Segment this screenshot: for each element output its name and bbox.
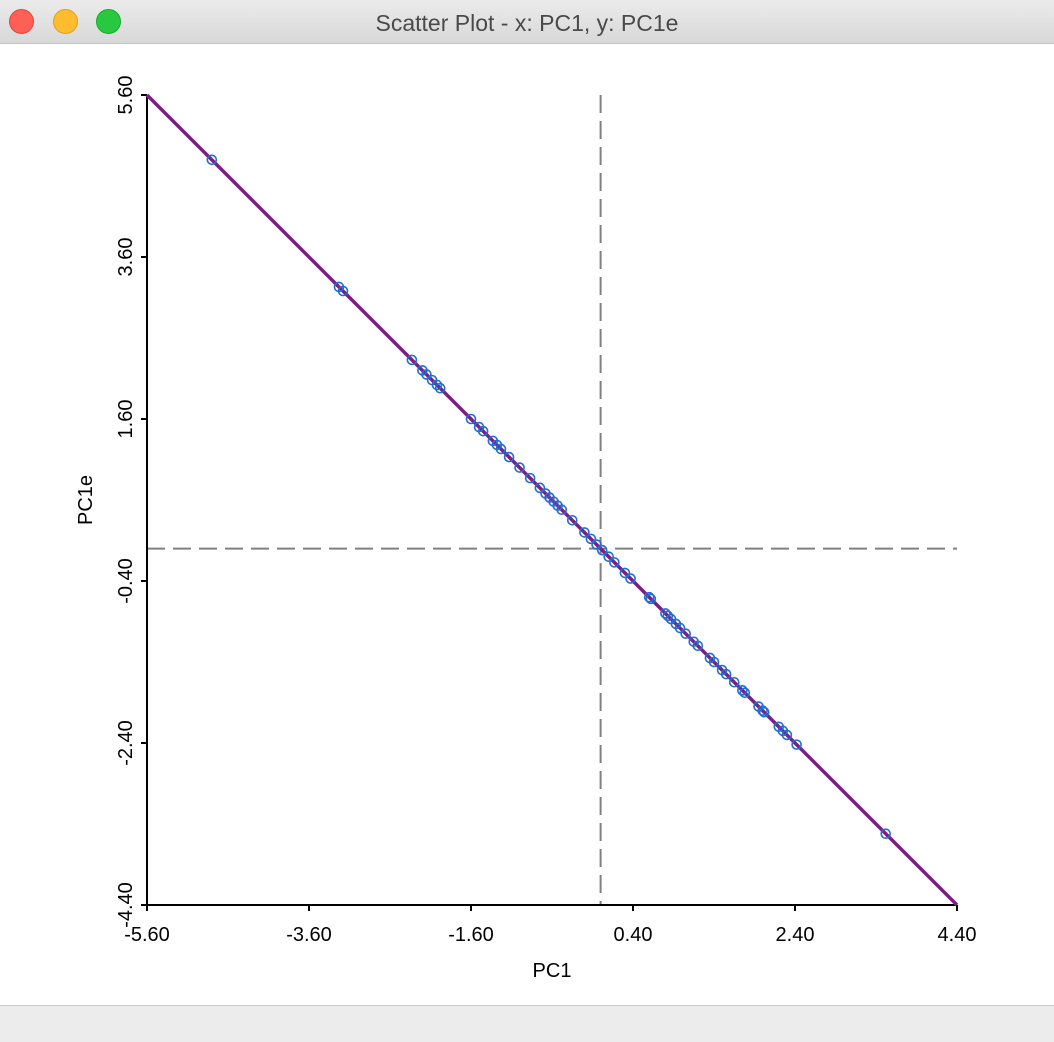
y-tick-label: -2.40: [115, 720, 137, 766]
x-tick-label: 4.40: [938, 924, 977, 946]
scatter-point[interactable]: [477, 425, 489, 437]
scatter-point[interactable]: [495, 443, 507, 455]
x-tick-label: -3.60: [286, 924, 332, 946]
scatter-point[interactable]: [603, 551, 615, 563]
close-window-button[interactable]: [9, 9, 34, 34]
scatter-point[interactable]: [880, 828, 892, 840]
scatter-point[interactable]: [739, 687, 751, 699]
y-axis-label: PC1e: [75, 475, 97, 525]
title-bar[interactable]: Scatter Plot - x: PC1, y: PC1e: [0, 0, 1054, 44]
minimize-window-button[interactable]: [53, 9, 78, 34]
scatter-point[interactable]: [596, 544, 608, 556]
scatter-point[interactable]: [757, 705, 768, 716]
scatter-point[interactable]: [781, 729, 793, 741]
scatter-point[interactable]: [591, 539, 602, 550]
x-tick-label: -1.60: [448, 924, 494, 946]
y-tick-label: 1.60: [115, 400, 137, 439]
scatter-point[interactable]: [503, 451, 515, 463]
scatter-point[interactable]: [406, 354, 418, 366]
scatter-point[interactable]: [609, 557, 620, 568]
scatter-point[interactable]: [692, 640, 704, 652]
scatter-point[interactable]: [758, 706, 770, 718]
scatter-point[interactable]: [465, 413, 477, 425]
scatter-point[interactable]: [556, 504, 568, 516]
x-axis-label: PC1: [533, 960, 572, 982]
y-tick-label: -4.40: [115, 882, 137, 928]
scatter-point[interactable]: [421, 369, 432, 380]
scatter-point[interactable]: [674, 622, 686, 634]
scatter-point[interactable]: [643, 591, 655, 603]
y-tick-label: -0.40: [115, 558, 137, 604]
scatter-point[interactable]: [534, 482, 546, 494]
x-tick-label: 0.40: [614, 924, 653, 946]
scatter-point[interactable]: [619, 567, 631, 579]
scatter-point[interactable]: [660, 608, 671, 619]
scatter-point[interactable]: [566, 514, 578, 526]
scatter-point[interactable]: [514, 462, 525, 473]
scatter-point[interactable]: [645, 593, 657, 605]
scatter-point[interactable]: [206, 154, 218, 166]
scatter-point[interactable]: [625, 573, 636, 584]
scatter-point[interactable]: [791, 739, 802, 750]
scatter-point[interactable]: [708, 656, 720, 668]
scatter-point[interactable]: [524, 472, 536, 484]
plot-area[interactable]: -5.60 -3.60 -1.60 0.40 2.40 4.40 -4.40 -2.40 -0.…: [0, 45, 1054, 1005]
x-tick-label: 2.40: [776, 924, 815, 946]
scatter-point[interactable]: [431, 379, 443, 391]
zoom-window-button[interactable]: [96, 9, 121, 34]
window-title: Scatter Plot - x: PC1, y: PC1e: [375, 10, 679, 36]
scatter-point[interactable]: [728, 676, 740, 688]
scatter-point[interactable]: [720, 668, 732, 680]
y-tick-label: 3.60: [115, 238, 137, 277]
regression-line: [145, 93, 959, 907]
scatter-chart[interactable]: -5.60 -3.60 -1.60 0.40 2.40 4.40 -4.40 -2.40 -0.…: [0, 45, 1054, 1005]
scatter-point[interactable]: [337, 285, 349, 297]
status-bar: [0, 1005, 1054, 1042]
scatter-point[interactable]: [434, 382, 446, 394]
scatter-point[interactable]: [579, 527, 590, 538]
scatter-point[interactable]: [585, 533, 597, 545]
scatter-point[interactable]: [662, 610, 674, 622]
x-tick-label: -5.60: [124, 924, 170, 946]
y-tick-label: 5.60: [115, 76, 137, 115]
scatter-point[interactable]: [737, 685, 748, 696]
scatter-point[interactable]: [680, 628, 691, 639]
